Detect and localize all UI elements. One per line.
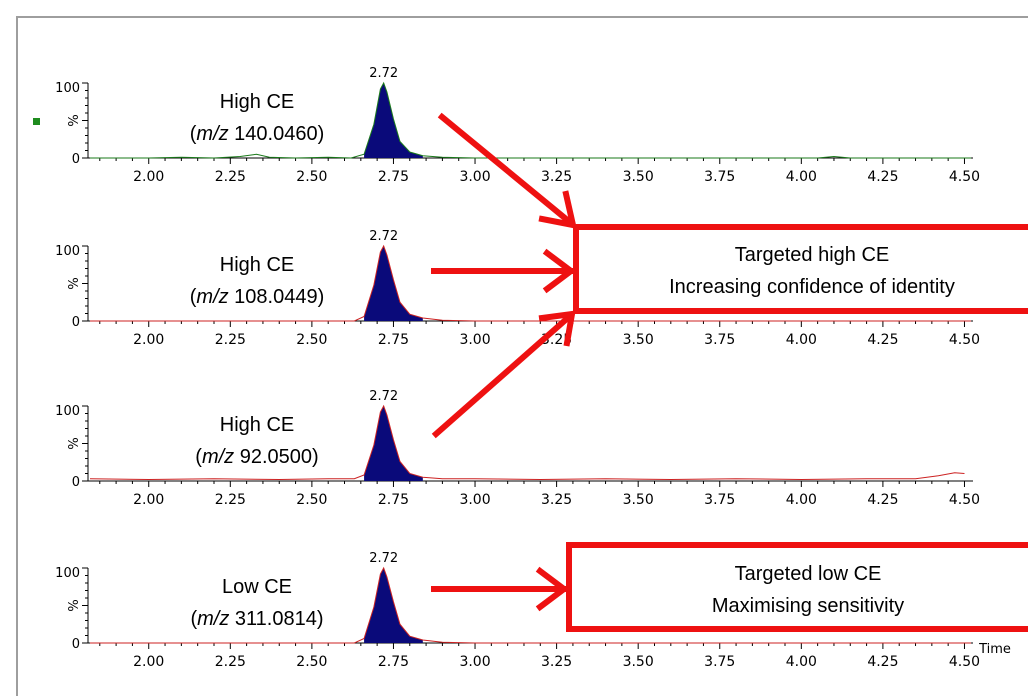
trace-line — [90, 81, 971, 159]
high-ce-annotation-line1: Targeted high CE — [735, 244, 890, 266]
peak-label: 2.72 — [369, 66, 398, 81]
x-tick-label: 4.25 — [867, 654, 898, 670]
low-ce-annotation-line1: Targeted low CE — [735, 563, 882, 585]
x-tick-label: 3.50 — [623, 332, 654, 348]
chart-frame — [16, 16, 1028, 696]
trace-label-mz: (m/z 108.0449) — [190, 286, 325, 308]
y-tick-label-0: 0 — [72, 475, 80, 490]
y-axis-label: % — [67, 277, 82, 289]
x-tick-label: 3.75 — [704, 169, 735, 185]
x-tick-label: 3.00 — [459, 169, 490, 185]
peak-label: 2.72 — [369, 551, 398, 566]
high-ce-annotation-line2: Increasing confidence of identity — [669, 276, 955, 298]
x-tick-label: 2.50 — [296, 169, 327, 185]
arrow-panel2 — [431, 248, 576, 294]
trace-line — [90, 566, 971, 644]
x-tick-label: 4.00 — [786, 332, 817, 348]
x-tick-label: 2.25 — [215, 332, 246, 348]
x-tick-label: 4.00 — [786, 654, 817, 670]
x-tick-label: 3.00 — [459, 332, 490, 348]
y-tick-label-0: 0 — [72, 315, 80, 330]
x-tick-label: 3.75 — [704, 492, 735, 508]
x-tick-label: 3.75 — [704, 654, 735, 670]
chromatogram-panel-3: 0 100% 2.00 2.25 2.50 2.75 3.00 3.25 3.50 3.75 4.0… — [55, 389, 980, 508]
trace-label-mz: (m/z 140.0460) — [190, 123, 325, 145]
low-ce-annotation-line2: Maximising sensitivity — [712, 595, 904, 617]
x-tick-label: 3.00 — [459, 492, 490, 508]
x-tick-label: 2.75 — [378, 332, 409, 348]
y-axis-label: % — [67, 114, 82, 126]
x-tick-label: 3.25 — [541, 654, 572, 670]
peak-area — [364, 568, 423, 643]
y-tick-label-0: 0 — [72, 637, 80, 652]
x-tick-label: 2.25 — [215, 654, 246, 670]
x-tick-label: 2.00 — [133, 492, 164, 508]
x-tick-label: 4.50 — [949, 654, 980, 670]
x-tick-label: 2.00 — [133, 332, 164, 348]
arrow-panel1 — [437, 112, 577, 229]
arrow-panel4 — [431, 566, 569, 612]
trace-label-mz: (m/z 92.0500) — [195, 446, 318, 468]
arrow-panel3 — [431, 310, 576, 439]
x-tick-label: 3.75 — [704, 332, 735, 348]
x-tick-label: 3.50 — [623, 492, 654, 508]
x-tick-label: 4.25 — [867, 332, 898, 348]
x-tick-label: 2.75 — [378, 492, 409, 508]
x-tick-label: 3.25 — [541, 492, 572, 508]
x-tick-label: 4.00 — [786, 492, 817, 508]
legend-marker — [33, 118, 40, 125]
x-tick-label: 2.25 — [215, 169, 246, 185]
y-tick-label-0: 0 — [72, 152, 80, 167]
y-tick-label-100: 100 — [55, 244, 80, 259]
peak-area — [364, 406, 423, 481]
x-tick-label: 4.00 — [786, 169, 817, 185]
x-tick-label: 2.00 — [133, 654, 164, 670]
y-tick-label-100: 100 — [55, 404, 80, 419]
x-tick-label: 2.50 — [296, 332, 327, 348]
y-axis-label: % — [67, 437, 82, 449]
trace-line — [89, 404, 965, 481]
peak-label: 2.72 — [369, 229, 398, 244]
x-tick-label: 3.50 — [623, 654, 654, 670]
low-ce-annotation-box — [566, 542, 1028, 632]
y-axis-label: % — [67, 599, 82, 611]
y-tick-label-100: 100 — [55, 566, 80, 581]
x-tick-label: 2.50 — [296, 492, 327, 508]
x-tick-label: 4.50 — [949, 169, 980, 185]
x-axis-unit-label: Time — [978, 642, 1011, 657]
x-tick-label: 2.75 — [378, 169, 409, 185]
x-tick-label: 2.25 — [215, 492, 246, 508]
high-ce-annotation-box — [573, 224, 1028, 314]
y-tick-label-100: 100 — [55, 81, 80, 96]
trace-label-ce: High CE — [220, 91, 294, 113]
chromatogram-panel-1: 0 100% 2.00 2.25 2.50 2.75 3.00 3.25 3.50 3.75 4.0… — [55, 66, 980, 185]
annotation-layer: Targeted high CE Increasing confidence o… — [431, 112, 1028, 632]
x-tick-label: 3.50 — [623, 169, 654, 185]
x-tick-label: 2.50 — [296, 654, 327, 670]
x-tick-label: 3.00 — [459, 654, 490, 670]
x-tick-label: 3.25 — [541, 169, 572, 185]
trace-label-mz: (m/z 311.0814) — [190, 608, 323, 630]
trace-label-ce: High CE — [220, 414, 294, 436]
x-tick-label: 4.25 — [867, 169, 898, 185]
x-tick-label: 4.50 — [949, 332, 980, 348]
x-tick-label: 2.75 — [378, 654, 409, 670]
x-tick-label: 2.00 — [133, 169, 164, 185]
peak-label: 2.72 — [369, 389, 398, 404]
x-tick-label: 4.25 — [867, 492, 898, 508]
trace-label-ce: High CE — [220, 254, 294, 276]
chromatogram-panel-4: 0 100% 2.00 2.25 2.50 2.75 3.00 3.25 3.50 3.75 4.0… — [55, 551, 1011, 670]
trace-label-ce: Low CE — [222, 576, 292, 598]
x-tick-label: 4.50 — [949, 492, 980, 508]
peak-area — [364, 246, 423, 321]
